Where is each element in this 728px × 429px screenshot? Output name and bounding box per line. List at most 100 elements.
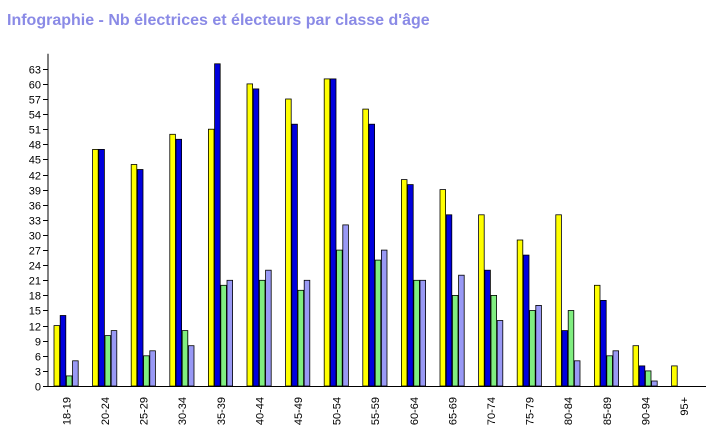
- bar: [187, 345, 195, 387]
- bar: [368, 123, 375, 387]
- bar: [632, 345, 639, 387]
- bar: [362, 108, 369, 387]
- x-category-label: 55-59: [370, 397, 382, 425]
- bar: [407, 184, 414, 387]
- bar: [291, 123, 298, 387]
- y-tick-label: 48: [29, 140, 41, 152]
- bar: [671, 365, 678, 387]
- bar: [59, 315, 67, 387]
- x-category-label: 30-34: [177, 397, 189, 425]
- bar: [529, 310, 536, 387]
- bar: [149, 350, 156, 387]
- bar: [207, 128, 215, 387]
- chart-title: Infographie - Nb électrices et électeurs…: [7, 12, 430, 29]
- bar: [72, 360, 79, 387]
- bar: [484, 269, 491, 387]
- bar: [413, 279, 420, 387]
- bar: [130, 164, 138, 387]
- bar: [574, 360, 581, 387]
- y-tick-label: 33: [29, 216, 41, 228]
- bar: [323, 78, 331, 387]
- y-tick-label: 54: [29, 110, 41, 122]
- x-category-label: 60-64: [409, 397, 421, 425]
- bar: [612, 350, 619, 387]
- bar: [478, 214, 485, 387]
- bar: [419, 279, 426, 387]
- bar: [226, 279, 233, 387]
- bar: [246, 83, 253, 387]
- x-category-label: 40-44: [254, 397, 266, 425]
- y-tick-label: 63: [29, 65, 41, 77]
- bar: [651, 380, 658, 387]
- x-category-label: 25-29: [139, 397, 151, 425]
- bar: [265, 269, 272, 387]
- y-tick-label: 21: [29, 276, 41, 288]
- bar: [92, 148, 99, 387]
- y-tick-label: 18: [29, 291, 41, 303]
- bar: [445, 214, 453, 387]
- bar: [285, 98, 292, 387]
- y-tick-label: 30: [29, 231, 41, 243]
- bar: [297, 289, 304, 387]
- x-category-label: 95+: [679, 397, 691, 416]
- x-category-label: 50-54: [332, 397, 344, 425]
- bar: [380, 249, 388, 387]
- x-category-label: 80-84: [563, 397, 575, 425]
- bar: [561, 330, 568, 387]
- bar: [638, 365, 646, 387]
- bar: [555, 214, 562, 387]
- bar: [143, 355, 150, 387]
- bar: [110, 330, 118, 387]
- y-tick-label: 60: [29, 80, 41, 92]
- bar: [439, 189, 446, 387]
- y-tick-label: 9: [35, 337, 41, 349]
- bar: [181, 330, 189, 387]
- bar: [645, 370, 652, 387]
- y-tick-label: 51: [29, 125, 41, 137]
- y-tick-label: 57: [29, 95, 41, 107]
- x-category-label: 35-39: [216, 397, 228, 425]
- bar: [98, 148, 105, 387]
- y-tick-label: 39: [29, 186, 41, 198]
- bar: [594, 284, 601, 387]
- bar: [303, 279, 311, 387]
- bar: [535, 304, 542, 387]
- y-tick-label: 42: [29, 171, 41, 183]
- y-tick-label: 15: [29, 306, 41, 318]
- bar: [214, 63, 221, 387]
- bar: [451, 294, 459, 387]
- y-tick-label: 24: [29, 261, 41, 273]
- bar: [169, 133, 176, 387]
- x-category-label: 45-49: [293, 397, 305, 425]
- bar: [53, 325, 60, 387]
- bar: [258, 279, 266, 387]
- x-category-label: 20-24: [100, 397, 112, 425]
- bar: [336, 249, 343, 387]
- bar: [600, 299, 607, 387]
- x-category-label: 75-79: [525, 397, 537, 425]
- y-tick-label: 0: [35, 382, 41, 394]
- bar: [567, 310, 575, 387]
- bar: [458, 274, 465, 387]
- bar: [374, 259, 382, 387]
- bar: [516, 239, 524, 387]
- bar: [490, 294, 497, 387]
- y-tick-label: 27: [29, 246, 41, 258]
- x-category-label: 18-19: [61, 397, 73, 425]
- bar: [136, 169, 144, 387]
- bar: [329, 78, 337, 387]
- x-category-label: 85-89: [602, 397, 614, 425]
- bar: [523, 254, 530, 387]
- bar: [400, 179, 408, 387]
- y-tick-label: 3: [35, 367, 41, 379]
- y-tick-label: 6: [35, 352, 41, 364]
- bar: [252, 88, 260, 387]
- bar: [66, 375, 73, 387]
- bar: [104, 335, 111, 387]
- bar: [496, 320, 504, 387]
- bar: [342, 224, 349, 387]
- x-category-label: 70-74: [486, 397, 498, 425]
- bar: [175, 138, 182, 387]
- x-category-label: 65-69: [447, 397, 459, 425]
